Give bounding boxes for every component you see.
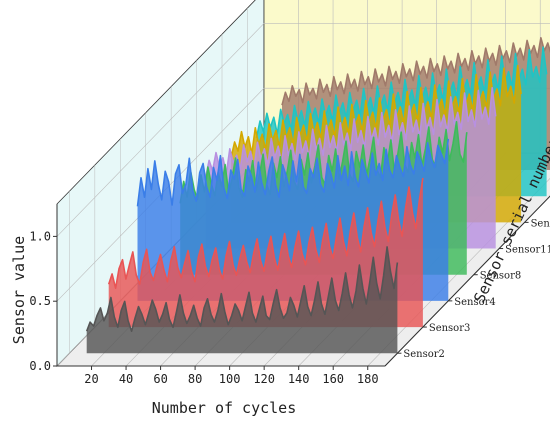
x-tick-label: 60 bbox=[153, 372, 167, 386]
series-line-sensor3 bbox=[107, 177, 424, 290]
z-tick-label: Sensor3 bbox=[429, 323, 471, 334]
y-tick-label: 1.0 bbox=[29, 229, 51, 243]
x-tick-label: 120 bbox=[253, 372, 275, 386]
z-tick-label: Sensor13 bbox=[531, 218, 550, 229]
side-grid-line bbox=[56, 23, 265, 237]
x-tick-label: 160 bbox=[322, 372, 344, 386]
series-line-sensor17 bbox=[281, 36, 550, 106]
series-line-sensor2 bbox=[85, 246, 399, 333]
z-axis-line bbox=[384, 195, 550, 367]
z-tick-label: Sensor8 bbox=[480, 271, 522, 282]
z-tick-label: Sensor2 bbox=[403, 349, 445, 360]
series-line-sensor15 bbox=[255, 46, 548, 139]
x-tick-label: 40 bbox=[119, 372, 133, 386]
x-tick-label: 180 bbox=[357, 372, 379, 386]
y-tick-label: 0.5 bbox=[29, 294, 51, 308]
z-tick-label: Sensor4 bbox=[454, 297, 496, 308]
series-line-sensor4 bbox=[136, 138, 450, 207]
x-tick-label: 100 bbox=[219, 372, 241, 386]
series-fill-sensor2 bbox=[86, 246, 398, 354]
series-line-sensor13 bbox=[230, 64, 522, 158]
z-tick-label: Sensor11 bbox=[505, 245, 550, 256]
x-tick-label: 80 bbox=[188, 372, 202, 386]
x-tick-label: 20 bbox=[84, 372, 98, 386]
x-tick-label: 140 bbox=[288, 372, 310, 386]
chart-axes bbox=[53, 195, 550, 370]
y-axis-title: Sensor value bbox=[10, 236, 28, 344]
x-axis-title: Number of cycles bbox=[152, 399, 297, 417]
y-tick-label: 0.0 bbox=[29, 359, 51, 373]
chart-labels: 20 40 60 80 100 120 140 160 180 0.0 0.5 1.0 Sensor2 S… bbox=[29, 218, 550, 386]
chart-series-group bbox=[85, 36, 550, 354]
